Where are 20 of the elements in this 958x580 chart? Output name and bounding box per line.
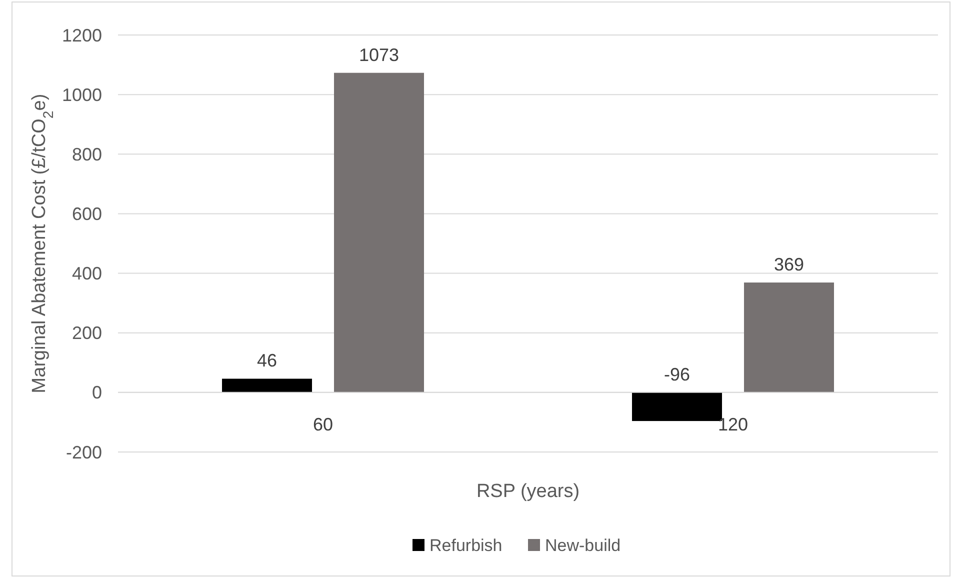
data-label: 369 [774, 254, 804, 275]
y-tick-label: 0 [92, 382, 102, 403]
y-tick-label: 400 [72, 264, 102, 284]
data-label: 1073 [358, 44, 400, 65]
data-label: 46 [256, 350, 278, 371]
x-axis-title: RSP (years) [476, 481, 580, 502]
data-label: -96 [664, 364, 690, 384]
x-tick-label: 120 [718, 414, 748, 434]
legend-label: Refurbish [430, 536, 502, 555]
y-tick-label: 1000 [62, 84, 102, 105]
y-tick-label: 800 [72, 144, 102, 164]
y-tick-label: -200 [66, 442, 102, 462]
y-tick-label: 1200 [62, 25, 102, 46]
legend-label: New-build [545, 536, 621, 555]
bar [744, 282, 834, 392]
x-tick-label: 60 [312, 414, 334, 434]
bar [222, 378, 312, 392]
y-tick-label: 600 [72, 204, 102, 224]
y-tick-label: 200 [72, 323, 102, 344]
bar [334, 72, 424, 392]
